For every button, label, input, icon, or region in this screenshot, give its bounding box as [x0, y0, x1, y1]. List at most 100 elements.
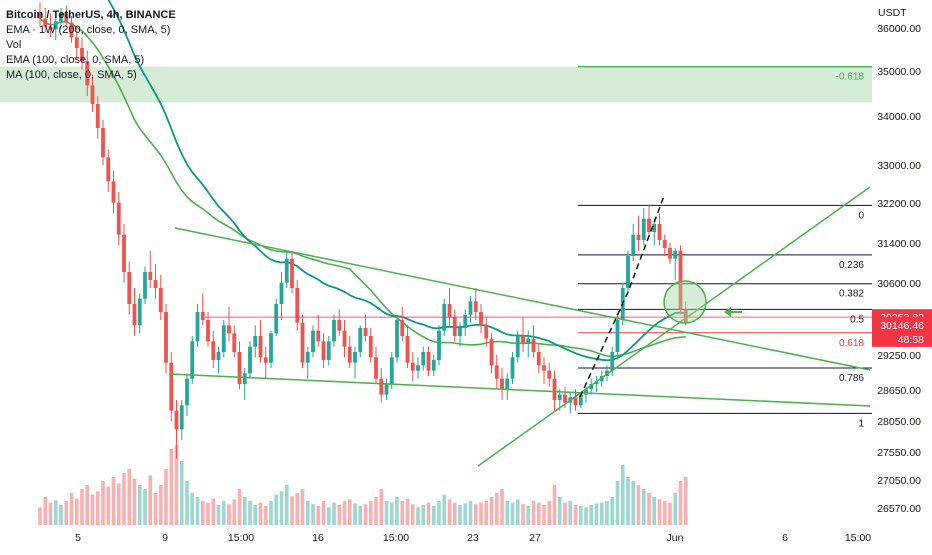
- volume-bar: [489, 497, 494, 525]
- volume-bar: [122, 473, 126, 525]
- fibonacci-retracement[interactable]: 0 0.236 0.382 0.5 0.618 0.786 1: [578, 204, 872, 429]
- volume-bar: [258, 502, 263, 525]
- volume-bar: [227, 504, 231, 525]
- volume-bar: [384, 501, 389, 525]
- volume-bar: [174, 445, 179, 525]
- candle-body: [437, 330, 441, 360]
- candle-body: [647, 218, 651, 232]
- candle-body: [311, 330, 315, 352]
- fib-label-0-236: 0.236: [839, 260, 864, 271]
- volume-bar: [416, 507, 420, 525]
- volume-bar: [652, 497, 657, 525]
- volume-bar: [662, 501, 667, 525]
- candle-body: [242, 373, 247, 384]
- fib-label-0-5: 0.5: [850, 314, 864, 325]
- candle-body: [90, 85, 95, 104]
- price-tick-label: 28050.00: [877, 416, 921, 428]
- volume-bar: [48, 502, 53, 525]
- time-tick-label: 15:00: [383, 532, 409, 544]
- volume-bar: [673, 493, 678, 525]
- volume-bar: [389, 502, 394, 525]
- highlight-circle: [663, 280, 707, 324]
- volume-bar: [505, 501, 510, 525]
- symbol-title[interactable]: Bitcoin / TetherUS, 4h, BINANCE: [6, 9, 176, 21]
- candle-body: [122, 234, 126, 272]
- volume-bar: [321, 501, 326, 525]
- fib-label-0-786: 0.786: [839, 373, 864, 384]
- volume-bar: [337, 505, 342, 525]
- volume-bar: [594, 503, 599, 525]
- candle-body: [190, 341, 195, 379]
- legend-ema-weekly[interactable]: EMA · 1W (200, close, 0, SMA, 5): [6, 24, 171, 36]
- candle-body: [463, 314, 468, 328]
- volume-bar: [683, 477, 688, 525]
- volume-bar: [263, 505, 268, 525]
- trendlines[interactable]: [169, 186, 871, 467]
- candle-body: [615, 320, 620, 352]
- candle-body: [216, 352, 221, 360]
- time-tick-label: 5: [75, 532, 81, 544]
- candle-body: [164, 312, 168, 363]
- volume-bar: [211, 498, 216, 525]
- time-tick-label: 27: [529, 532, 541, 544]
- price-axis-currency: USDT: [878, 7, 907, 19]
- candle-body: [153, 280, 158, 288]
- candle-body: [305, 352, 310, 363]
- candle-body: [295, 288, 300, 323]
- price-tick-label: 35000.00: [877, 66, 921, 78]
- volume-bar: [641, 489, 646, 525]
- volume-bar: [458, 505, 462, 525]
- price-badge-countdown-text: 48:58: [898, 334, 924, 346]
- candle-body: [253, 336, 258, 347]
- candle-body: [547, 370, 552, 379]
- volume-bars: [38, 445, 688, 525]
- candle-body: [232, 333, 237, 352]
- candle-body: [421, 352, 426, 366]
- fib-label-1: 1: [858, 418, 864, 429]
- legend-volume[interactable]: Vol: [6, 39, 22, 51]
- candle-body: [284, 258, 289, 283]
- volume-bar: [573, 505, 578, 525]
- candle-body: [594, 381, 599, 384]
- volume-bar: [515, 499, 520, 525]
- dashed-projection: [579, 195, 665, 398]
- volume-bar: [437, 501, 441, 525]
- candle-body: [211, 341, 216, 360]
- price-tick-label: 29250.00: [877, 350, 921, 362]
- volume-bar: [279, 491, 284, 525]
- volume-bar: [164, 469, 168, 525]
- volume-bar: [200, 501, 205, 525]
- volume-bar: [405, 498, 410, 525]
- time-tick-label: Jun: [667, 532, 684, 544]
- volume-bar: [153, 493, 158, 525]
- price-tick-label: 33000.00: [877, 160, 921, 172]
- candle-body: [447, 304, 452, 318]
- candle-body: [237, 352, 242, 384]
- candle-body: [263, 357, 268, 363]
- fib-extension-label: -0.618: [836, 72, 865, 83]
- volume-bar: [584, 507, 588, 525]
- candle-body: [584, 389, 588, 395]
- time-tick-label: 16: [312, 532, 324, 544]
- volume-bar: [479, 502, 483, 525]
- time-tick-label: 15:00: [228, 532, 254, 544]
- legend-ema-100[interactable]: EMA (100, close, 0, SMA, 5): [6, 54, 145, 66]
- time-tick-label: 9: [162, 532, 168, 544]
- volume-bar: [657, 499, 662, 525]
- trendline-1: [174, 227, 871, 371]
- candle-body: [169, 362, 174, 411]
- volume-bar: [626, 477, 630, 525]
- volume-bar: [379, 489, 384, 525]
- fib-label-0-618: 0.618: [839, 338, 864, 349]
- price-tick-label: 30600.00: [877, 278, 921, 290]
- candle-body: [683, 309, 688, 323]
- volume-bar: [521, 504, 525, 525]
- legend-ma-100[interactable]: MA (100, close, 0, SMA, 5): [6, 69, 137, 81]
- volume-bar: [447, 499, 452, 525]
- volume-bar: [311, 504, 315, 525]
- volume-bar: [169, 449, 174, 525]
- volume-bar: [368, 501, 373, 525]
- volume-bar: [526, 505, 531, 525]
